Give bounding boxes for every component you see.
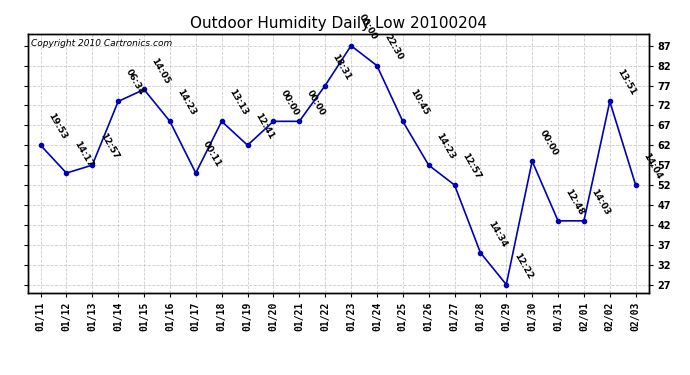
Text: 13:51: 13:51 — [615, 68, 638, 97]
Text: 12:41: 12:41 — [253, 112, 275, 141]
Text: 00:11: 00:11 — [201, 140, 224, 169]
Text: 12:57: 12:57 — [98, 132, 120, 161]
Text: 14:23: 14:23 — [434, 132, 456, 161]
Text: 00:00: 00:00 — [279, 88, 301, 117]
Text: 00:00: 00:00 — [357, 13, 378, 42]
Text: 14:04: 14:04 — [641, 152, 663, 181]
Text: 12:48: 12:48 — [564, 187, 586, 217]
Text: 00:00: 00:00 — [538, 128, 560, 157]
Text: 00:00: 00:00 — [305, 88, 326, 117]
Text: 12:57: 12:57 — [460, 152, 482, 181]
Text: 13:13: 13:13 — [227, 88, 249, 117]
Text: 10:45: 10:45 — [408, 88, 431, 117]
Text: 18:31: 18:31 — [331, 52, 353, 81]
Text: Copyright 2010 Cartronics.com: Copyright 2010 Cartronics.com — [31, 39, 172, 48]
Text: 14:34: 14:34 — [486, 219, 509, 249]
Title: Outdoor Humidity Daily Low 20100204: Outdoor Humidity Daily Low 20100204 — [190, 16, 486, 31]
Text: 06:34: 06:34 — [124, 68, 146, 97]
Text: 14:05: 14:05 — [150, 56, 172, 86]
Text: 14:23: 14:23 — [175, 88, 197, 117]
Text: 14:03: 14:03 — [589, 188, 611, 217]
Text: 22:30: 22:30 — [382, 32, 404, 62]
Text: 12:22: 12:22 — [512, 251, 534, 280]
Text: 19:53: 19:53 — [46, 112, 68, 141]
Text: 14:17: 14:17 — [72, 140, 95, 169]
